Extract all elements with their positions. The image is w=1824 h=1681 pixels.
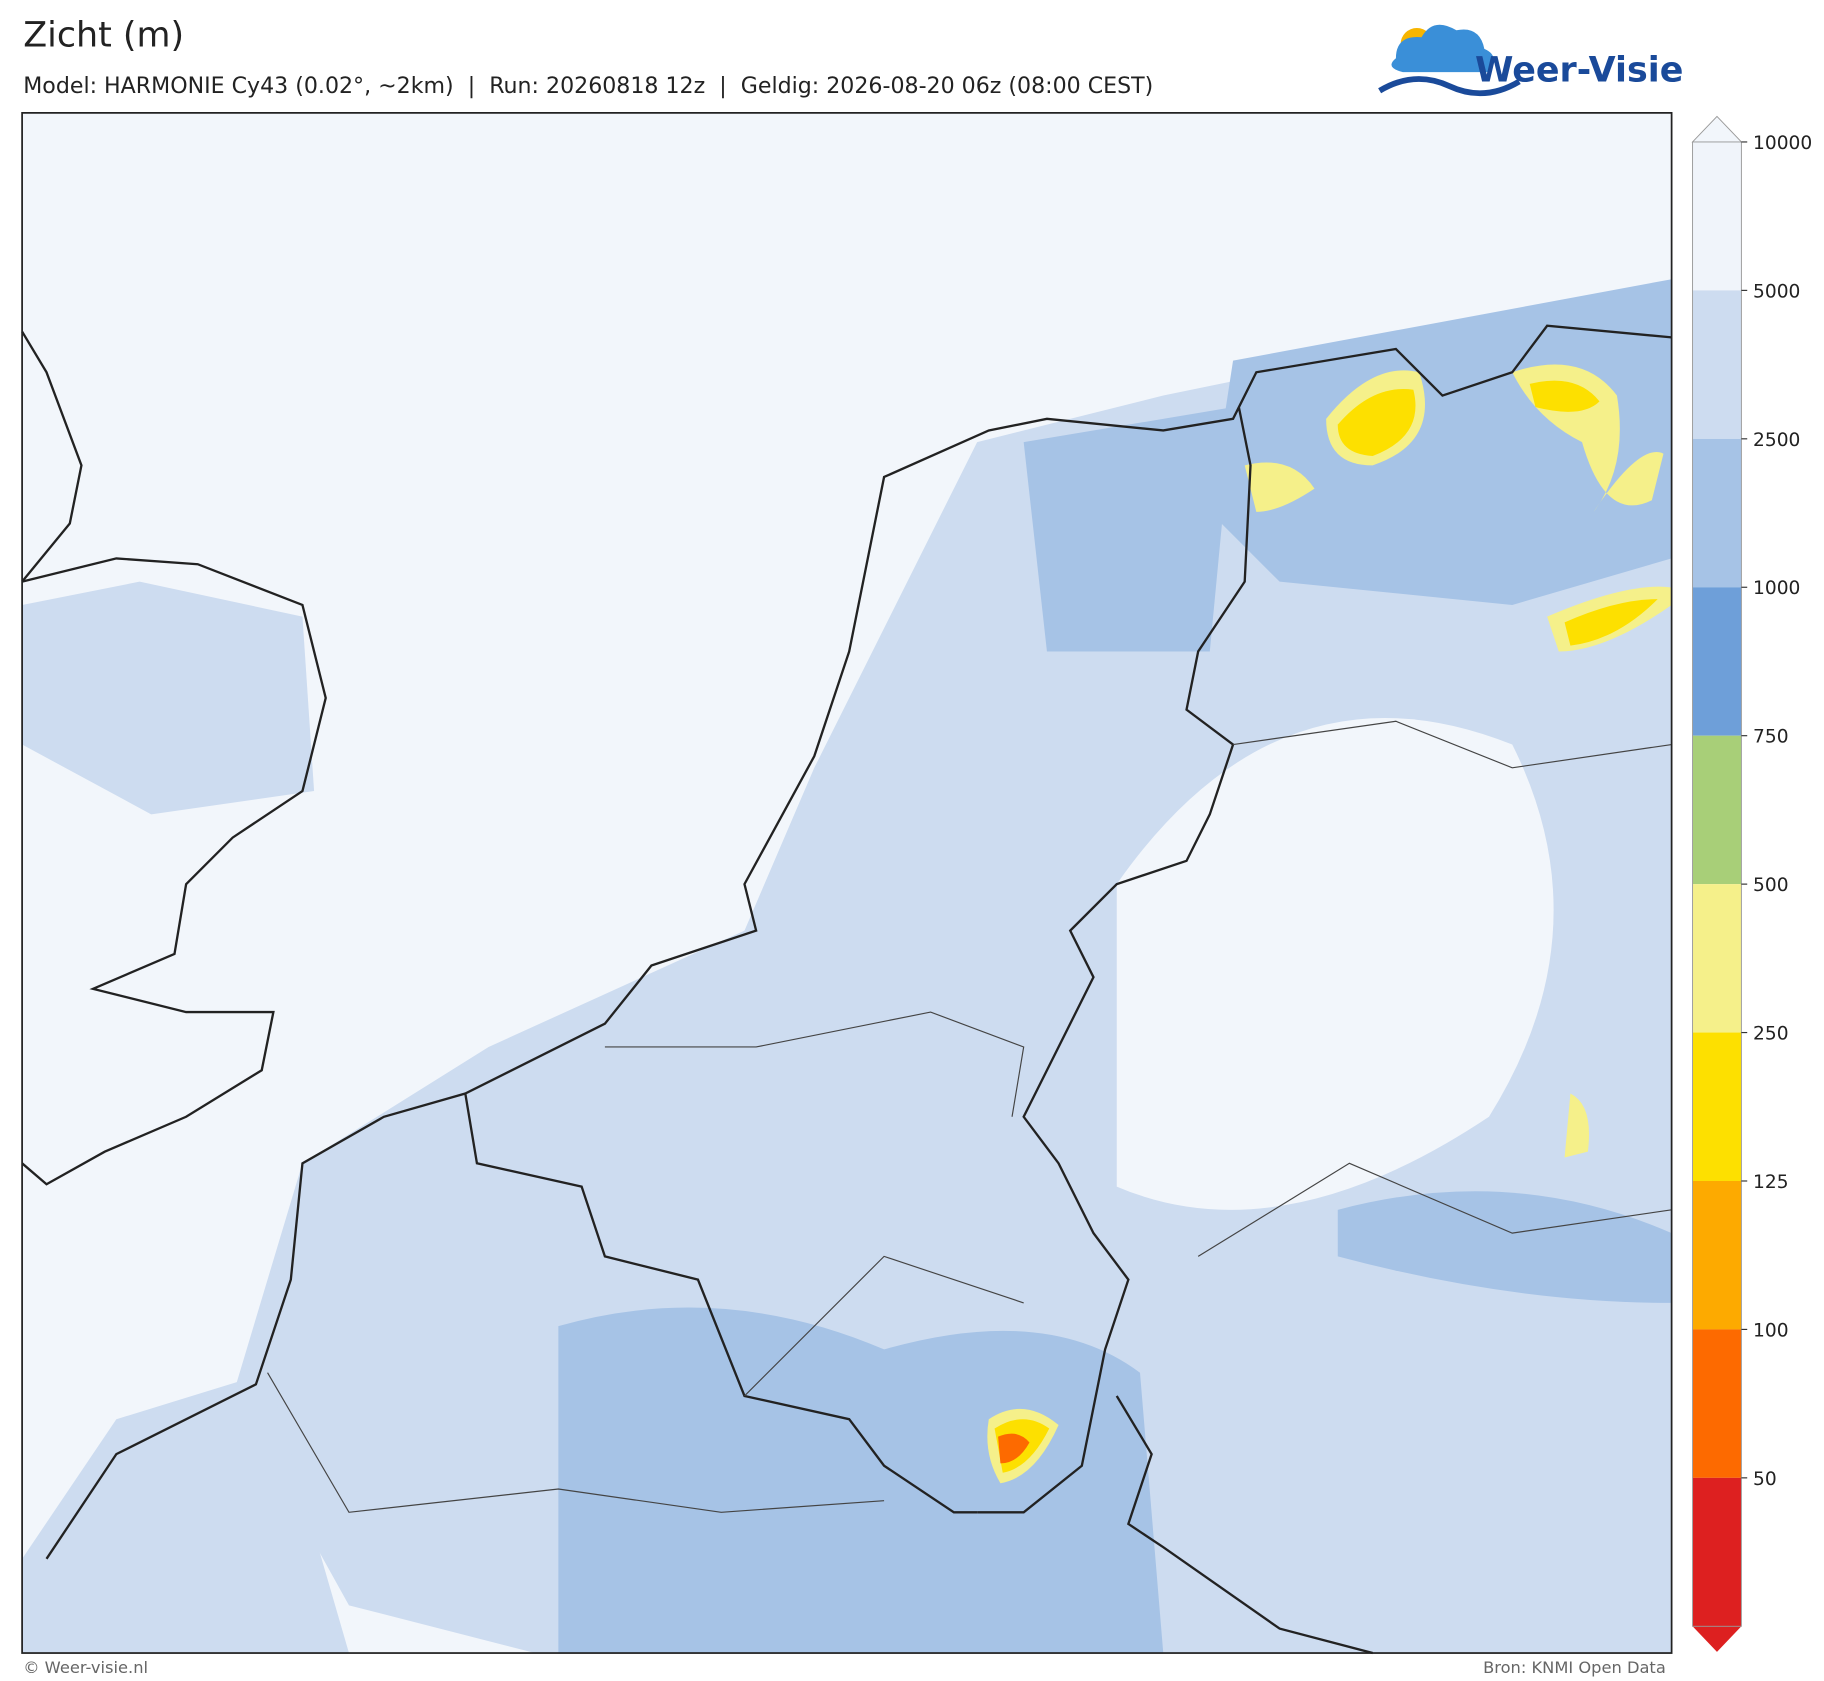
- colorbar-label: 750: [1753, 727, 1789, 748]
- colorbar-label: 125: [1753, 1172, 1789, 1193]
- logo: Weer-Visie: [1378, 24, 1683, 97]
- colorbar-band: [1692, 884, 1742, 1033]
- logo-text: Weer-Visie: [1475, 50, 1683, 90]
- colorbar-extend-bottom: [1692, 1626, 1742, 1652]
- colorbar-band: [1692, 1180, 1742, 1330]
- colorbar-extend-top: [1691, 115, 1743, 143]
- footer-left: © Weer-visie.nl: [23, 1658, 148, 1677]
- colorbar-label: 5000: [1753, 281, 1800, 302]
- colorbar: 10000 5000 2500 1000 750 500 250 125 100 50: [1691, 115, 1812, 1652]
- colorbar-label: 10000: [1753, 133, 1812, 154]
- colorbar-label: 500: [1753, 875, 1789, 896]
- map: [21, 112, 1673, 1655]
- colorbar-label: 50: [1753, 1469, 1777, 1490]
- colorbar-band: [1692, 735, 1742, 885]
- footer-right: Bron: KNMI Open Data: [1483, 1658, 1666, 1677]
- colorbar-label: 2500: [1753, 430, 1800, 451]
- title: Zicht (m): [23, 16, 184, 56]
- colorbar-band: [1692, 1329, 1742, 1478]
- colorbar-label: 250: [1753, 1024, 1789, 1045]
- colorbar-band: [1692, 1032, 1742, 1181]
- colorbar-band: [1692, 587, 1742, 736]
- colorbar-band: [1692, 1477, 1742, 1627]
- colorbar-band: [1692, 290, 1742, 439]
- colorbar-band: [1692, 141, 1742, 291]
- subtitle: Model: HARMONIE Cy43 (0.02°, ~2km) | Run…: [23, 73, 1153, 99]
- colorbar-label: 100: [1753, 1320, 1789, 1341]
- colorbar-band: [1692, 438, 1742, 588]
- colorbar-label: 1000: [1753, 578, 1800, 599]
